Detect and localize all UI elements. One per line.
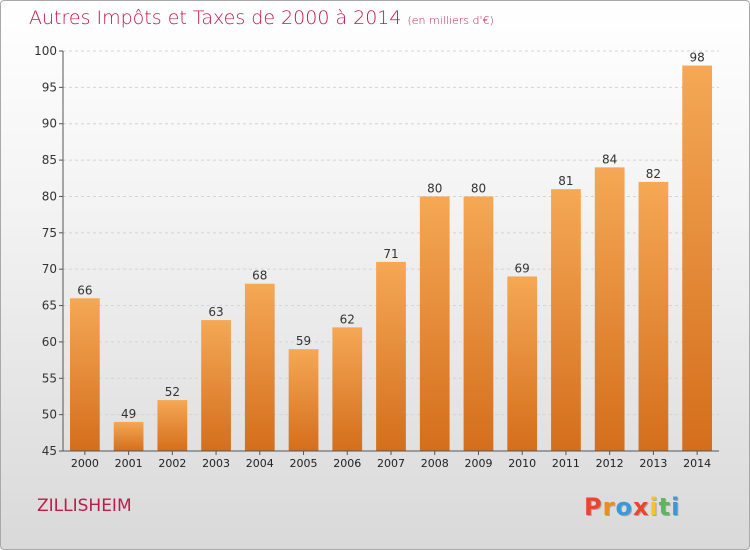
commune-name: ZILLISHEIM bbox=[37, 496, 132, 516]
bar-2010 bbox=[507, 276, 538, 451]
y-tick-label: 60 bbox=[42, 335, 57, 349]
y-tick-label: 50 bbox=[42, 408, 57, 422]
logo-letter: t bbox=[658, 493, 672, 521]
bar-value-label: 98 bbox=[689, 51, 704, 65]
bar-value-label: 80 bbox=[427, 181, 442, 195]
bar-2004 bbox=[244, 283, 275, 451]
logo-letter: i bbox=[671, 493, 681, 521]
x-tick-label: 2012 bbox=[596, 457, 624, 470]
bar-value-label: 82 bbox=[646, 167, 661, 181]
bar-value-label: 49 bbox=[121, 407, 136, 421]
bar-value-label: 63 bbox=[208, 305, 223, 319]
bar-2014 bbox=[682, 65, 713, 451]
chart-subtitle: (en milliers d'€) bbox=[407, 14, 494, 27]
axes: 45 50 55 60 65 70 75 80 85 90 95 100 2000 2001 2002 200… bbox=[34, 44, 719, 470]
x-tick-label: 2006 bbox=[333, 457, 361, 470]
bar-2008 bbox=[419, 196, 450, 451]
logo-letter: i bbox=[649, 493, 659, 521]
chart-title: Autres Impôts et Taxes de 2000 à 2014 (en… bbox=[29, 7, 494, 29]
logo-letter: r bbox=[602, 493, 616, 521]
x-tick-label: 2000 bbox=[71, 457, 99, 470]
bar-value-label: 59 bbox=[296, 334, 311, 348]
bar-value-label: 66 bbox=[77, 283, 92, 297]
bar-2013 bbox=[638, 181, 669, 451]
y-tick-label: 90 bbox=[42, 117, 57, 131]
logo-letter: o bbox=[615, 493, 633, 521]
y-tick-label: 100 bbox=[34, 44, 57, 58]
bar-value-label: 71 bbox=[383, 247, 398, 261]
y-tick-label: 55 bbox=[42, 371, 57, 385]
bar-value-label: 52 bbox=[165, 385, 180, 399]
x-tick-label: 2013 bbox=[639, 457, 667, 470]
bar-2007 bbox=[376, 261, 406, 451]
bar-2001 bbox=[113, 421, 144, 451]
title-text: Autres Impôts et Taxes de 2000 à 2014 bbox=[29, 7, 402, 29]
x-tick-label: 2007 bbox=[377, 457, 405, 470]
y-tick-label: 65 bbox=[42, 299, 57, 313]
logo-letter: P bbox=[584, 493, 603, 521]
y-tick-label: 80 bbox=[42, 189, 57, 203]
x-tick-label: 2008 bbox=[421, 457, 449, 470]
bar-value-label: 62 bbox=[340, 312, 355, 326]
bar-2006 bbox=[332, 327, 363, 451]
bar-2002 bbox=[157, 400, 188, 451]
x-tick-label: 2009 bbox=[464, 457, 492, 470]
bar-value-label: 84 bbox=[602, 152, 617, 166]
x-tick-label: 2010 bbox=[508, 457, 536, 470]
y-tick-label: 95 bbox=[42, 80, 57, 94]
bar-2012 bbox=[594, 167, 625, 451]
x-tick-label: 2014 bbox=[683, 457, 711, 470]
y-tick-label: 75 bbox=[42, 226, 57, 240]
proxiti-logo[interactable]: Proxiti bbox=[584, 493, 680, 521]
bar-2000 bbox=[69, 298, 100, 451]
bar-2005 bbox=[288, 349, 319, 451]
bar-value-label: 81 bbox=[558, 174, 573, 188]
bar-value-label: 69 bbox=[515, 261, 530, 275]
x-tick-label: 2004 bbox=[246, 457, 274, 470]
x-tick-label: 2005 bbox=[290, 457, 318, 470]
x-tick-label: 2001 bbox=[115, 457, 143, 470]
bars: 66 49 52 63 68 59 62 71 80 80 69 81 84 82 98 bbox=[69, 51, 713, 451]
y-tick-label: 45 bbox=[42, 444, 57, 458]
bar-value-label: 68 bbox=[252, 269, 267, 283]
bar-value-label: 80 bbox=[471, 181, 486, 195]
bar-2003 bbox=[201, 320, 231, 451]
y-tick-label: 85 bbox=[42, 153, 57, 167]
logo-letter: x bbox=[632, 493, 650, 521]
bar-2009 bbox=[463, 196, 494, 451]
x-tick-label: 2011 bbox=[552, 457, 580, 470]
x-tick-label: 2003 bbox=[202, 457, 230, 470]
x-tick-label: 2002 bbox=[158, 457, 186, 470]
y-tick-label: 70 bbox=[42, 262, 57, 276]
bar-2011 bbox=[551, 189, 581, 451]
